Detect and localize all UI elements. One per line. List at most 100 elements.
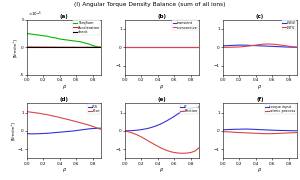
Acceleration [25, 46, 29, 48]
-NTV [266, 43, 270, 45]
-atmic process [287, 132, 291, 134]
Legend: -RS, Etor: -RS, Etor [87, 104, 101, 114]
-RS [70, 130, 74, 132]
TorqSum [29, 33, 33, 35]
VI [164, 120, 168, 122]
-RS [83, 128, 86, 130]
torque input [238, 128, 241, 130]
-convective [140, 46, 143, 48]
transient [140, 46, 143, 48]
Etor [75, 121, 78, 123]
-RS [25, 132, 29, 135]
transient [181, 46, 184, 48]
-atmic process [238, 131, 241, 134]
torque input [250, 128, 253, 130]
Text: $\times10^{-5}$: $\times10^{-5}$ [28, 9, 42, 19]
-NTV [242, 46, 245, 48]
VI [144, 128, 147, 130]
Friction [148, 141, 152, 143]
VI [185, 108, 188, 110]
Etor [42, 113, 45, 115]
Line: Friction: Friction [125, 131, 199, 153]
-atmic process [283, 132, 286, 134]
-NTV [250, 45, 253, 47]
Etor [62, 118, 66, 120]
torque input [262, 129, 266, 131]
VI [152, 126, 156, 128]
-NTV [238, 46, 241, 48]
-RS [62, 131, 66, 133]
-NTV [283, 45, 286, 47]
-NGV [242, 44, 245, 46]
VI [123, 130, 127, 132]
Etor [33, 112, 37, 114]
TorqSum [54, 37, 58, 39]
check [95, 46, 99, 48]
-NTV [225, 46, 229, 48]
torque input [283, 129, 286, 132]
transient [189, 46, 193, 48]
Acceleration [54, 46, 58, 48]
Line: -NTV: -NTV [223, 44, 297, 47]
torque input [225, 129, 229, 131]
Line: Etor: Etor [27, 112, 101, 129]
Line: torque input: torque input [223, 129, 297, 131]
X-axis label: $\rho$: $\rho$ [61, 83, 67, 91]
Acceleration [42, 46, 45, 48]
check [91, 46, 95, 48]
VI [127, 130, 131, 132]
Friction [144, 138, 147, 140]
check [50, 46, 53, 48]
-convective [148, 46, 152, 48]
TorqSum [42, 35, 45, 37]
-NTV [291, 46, 295, 48]
-NGV [271, 45, 274, 48]
transient [148, 46, 152, 48]
Etor [91, 125, 95, 128]
TorqSum [75, 40, 78, 42]
-convective [177, 46, 180, 48]
Etor [83, 123, 86, 125]
Acceleration [38, 46, 41, 48]
transient [136, 46, 139, 48]
Line: -RS: -RS [27, 128, 101, 134]
Etor [54, 116, 58, 118]
VI [177, 112, 180, 114]
-RS [29, 133, 33, 135]
-atmic process [258, 132, 262, 134]
Etor [38, 112, 41, 114]
Friction [172, 151, 176, 154]
torque input [295, 130, 299, 132]
TorqSum [87, 43, 91, 45]
transient [144, 46, 147, 48]
Friction [127, 131, 131, 133]
-NGV [221, 45, 225, 47]
Title: (d): (d) [60, 97, 69, 102]
transient [193, 46, 197, 48]
Acceleration [75, 46, 78, 48]
Friction [160, 147, 164, 150]
-NGV [233, 44, 237, 46]
-NTV [295, 46, 299, 48]
Legend: TorqSum, Acceleration, check: TorqSum, Acceleration, check [73, 21, 100, 35]
Acceleration [91, 46, 95, 48]
-convective [156, 46, 160, 48]
Legend: torque input, -atmic process: torque input, -atmic process [265, 104, 296, 114]
-atmic process [271, 132, 274, 135]
-NGV [258, 45, 262, 47]
Legend: -NGV, -NTV: -NGV, -NTV [282, 21, 296, 30]
check [25, 46, 29, 48]
check [33, 46, 37, 48]
Acceleration [87, 46, 91, 48]
-convective [164, 46, 168, 48]
Etor [87, 124, 91, 126]
-NGV [246, 44, 249, 46]
transient [160, 46, 164, 48]
-NGV [291, 46, 295, 48]
Etor [70, 120, 74, 122]
check [29, 46, 33, 48]
TorqSum [79, 41, 83, 43]
X-axis label: $\rho$: $\rho$ [61, 166, 67, 174]
transient [127, 46, 131, 48]
-RS [91, 127, 95, 130]
